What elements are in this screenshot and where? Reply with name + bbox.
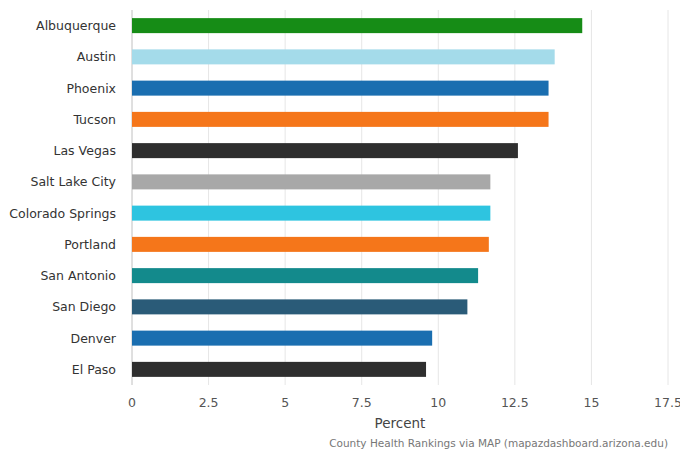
- tick-label: 10: [430, 395, 446, 410]
- grid-line: [361, 10, 362, 385]
- chart: 0 2.5 5 7.5 10 12.5 15 17.5 Albuquerque Austin Pho…: [0, 0, 680, 453]
- bar: [132, 331, 432, 346]
- grid-line: [514, 10, 515, 385]
- tick-label: 7.5: [352, 395, 372, 410]
- bar: [132, 206, 490, 221]
- bar: [132, 81, 549, 96]
- bar: [132, 268, 478, 283]
- category-label: El Paso: [72, 362, 116, 377]
- grid-line: [285, 10, 286, 385]
- bar: [132, 299, 467, 314]
- bars: [132, 18, 582, 377]
- grid-line: [668, 10, 669, 385]
- category-label: Phoenix: [66, 81, 116, 96]
- category-label: Portland: [64, 237, 116, 252]
- axis-line: [132, 10, 133, 385]
- bar: [132, 49, 555, 64]
- category-label: Albuquerque: [36, 18, 116, 33]
- category-label: Colorado Springs: [9, 206, 116, 221]
- grid: [132, 10, 668, 385]
- category-label: Denver: [71, 331, 117, 346]
- tick-label: 0: [128, 395, 136, 410]
- grid-line: [591, 10, 592, 385]
- category-label: Austin: [77, 49, 116, 64]
- category-label: San Diego: [52, 299, 116, 314]
- bar: [132, 174, 490, 189]
- axis-label: Percent: [375, 415, 426, 431]
- bar: [132, 112, 549, 127]
- bar: [132, 362, 426, 377]
- grid-line: [132, 10, 133, 385]
- bar: [132, 143, 518, 158]
- tick-label: 2.5: [199, 395, 219, 410]
- category-label: Tucson: [72, 112, 116, 127]
- tick-label: 5: [281, 395, 289, 410]
- grid-line: [208, 10, 209, 385]
- category-label: Las Vegas: [54, 143, 117, 158]
- source: County Health Rankings via MAP (mapazdas…: [329, 437, 668, 449]
- bar: [132, 18, 582, 33]
- tick-label: 15: [583, 395, 599, 410]
- grid-line: [438, 10, 439, 385]
- bar: [132, 237, 489, 252]
- tick-label: 17.5: [654, 395, 680, 410]
- category-label: Salt Lake City: [30, 174, 116, 189]
- tick-label: 12.5: [501, 395, 529, 410]
- category-label: San Antonio: [40, 268, 116, 283]
